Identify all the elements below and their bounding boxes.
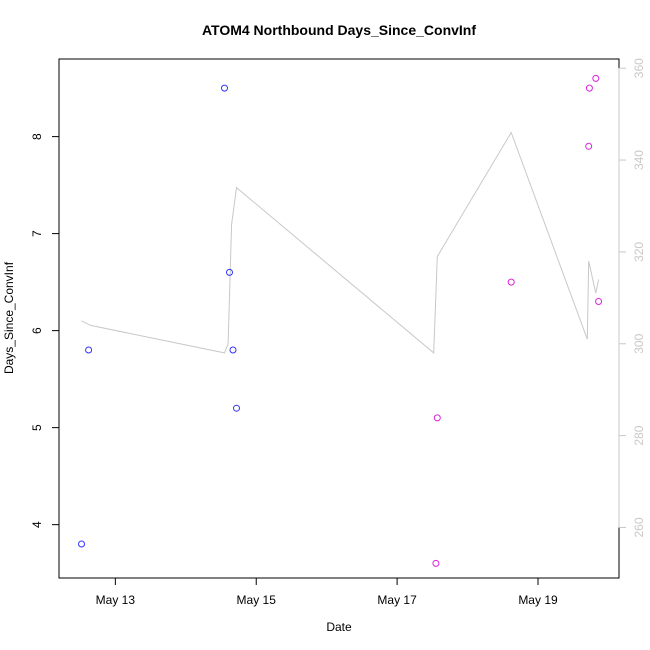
chart-title: ATOM4 Northbound Days_Since_ConvInf	[202, 22, 476, 38]
data-point	[229, 346, 237, 354]
x-tick-label: May 19	[518, 593, 558, 607]
data-point	[221, 84, 228, 92]
data-point	[78, 540, 85, 548]
y-tick-label: 4	[30, 521, 44, 528]
bottom-axis: May 13 May 15 May 17 May 19	[96, 577, 558, 607]
right-axis-line	[81, 131, 600, 354]
data-point	[507, 278, 515, 286]
y2-tick-label: 280	[632, 425, 646, 445]
x-tick-label: May 15	[237, 593, 277, 607]
data-point	[233, 404, 240, 412]
y2-tick-label: 300	[632, 333, 646, 353]
y-axis-label: Days_Since_ConvInf	[2, 261, 16, 374]
data-point	[585, 84, 593, 92]
x-tick-label: May 13	[96, 593, 136, 607]
y-tick-label: 6	[30, 327, 44, 334]
data-point	[592, 74, 600, 82]
y-tick-label: 7	[30, 230, 44, 237]
right-axis: 260 280 300 320 340 360	[618, 58, 646, 537]
series-line	[81, 131, 600, 354]
y-tick-label: 8	[30, 133, 44, 140]
data-point	[432, 559, 440, 567]
y2-tick-label: 340	[632, 150, 646, 170]
data-point	[433, 414, 441, 422]
data-point	[226, 268, 233, 276]
data-points	[78, 74, 603, 567]
x-axis-label: Date	[326, 620, 352, 634]
plot-frame	[58, 58, 620, 579]
data-point	[595, 298, 603, 305]
data-point	[585, 142, 593, 150]
left-axis: 4 5 6 7 8	[30, 133, 60, 528]
y2-tick-label: 320	[632, 242, 646, 262]
data-point	[85, 346, 93, 354]
plot-box	[58, 58, 620, 579]
y-tick-label: 5	[30, 424, 44, 431]
y2-tick-label: 260	[632, 517, 646, 537]
x-tick-label: May 17	[377, 593, 417, 607]
y2-tick-label: 360	[632, 58, 646, 78]
